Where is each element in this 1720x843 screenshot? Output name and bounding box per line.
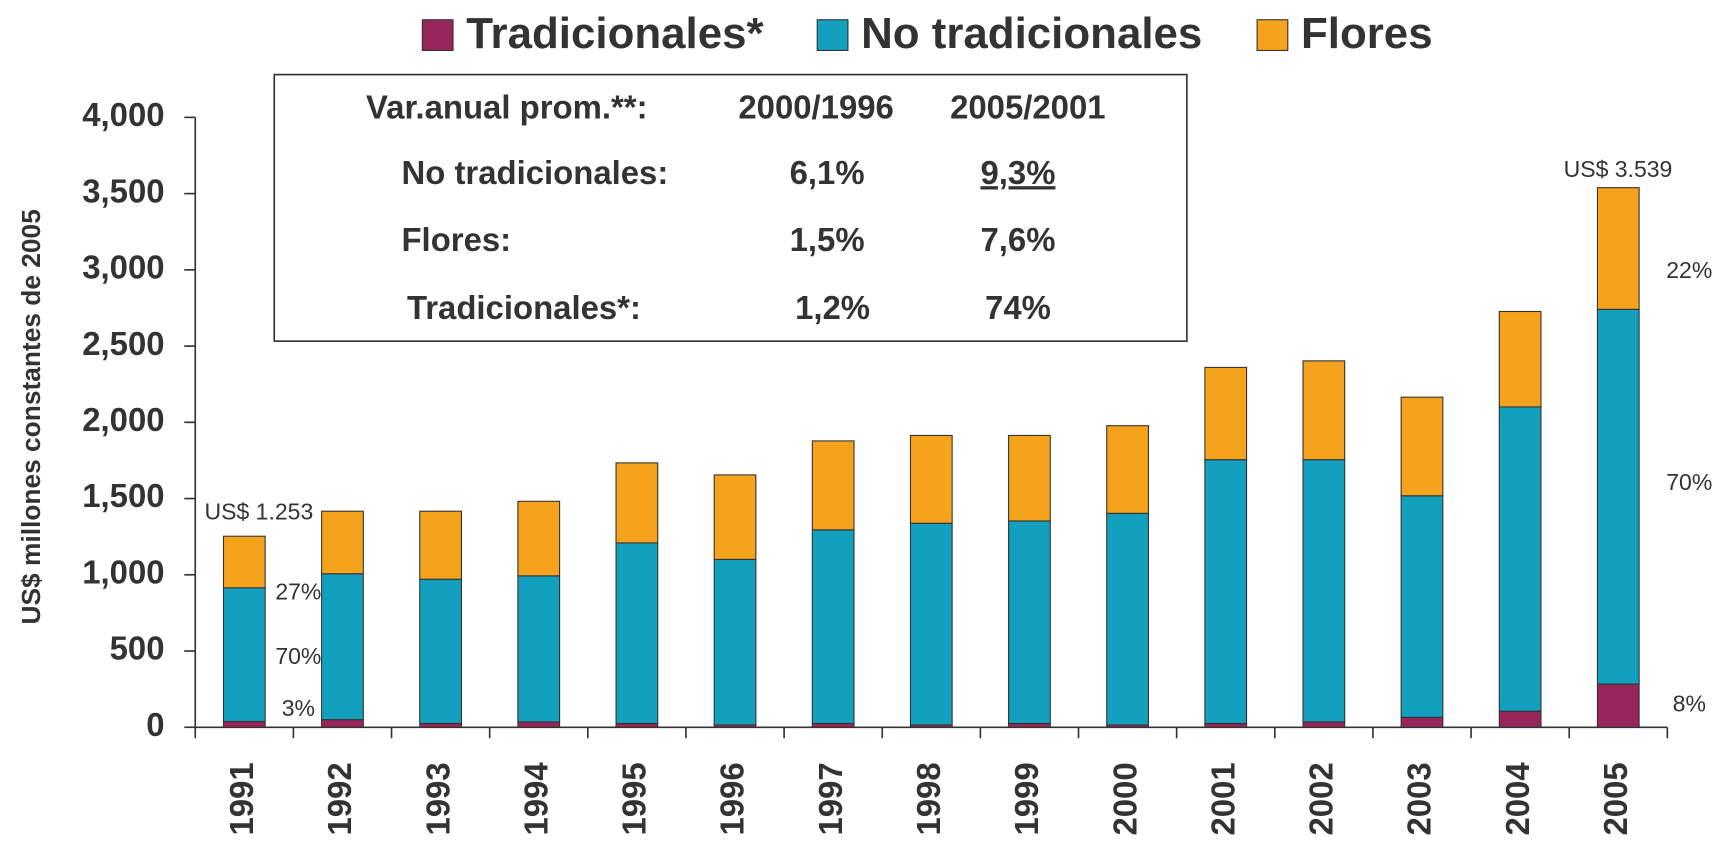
bar-segment: [1498, 406, 1542, 712]
bar-segment: [1106, 512, 1149, 726]
bar-segment: [811, 529, 855, 725]
bar-segment: [517, 575, 561, 723]
bar-segment: [517, 721, 561, 728]
bar-segment: [909, 434, 953, 524]
bar-segment: [713, 474, 757, 560]
table-cell: 1,5%: [790, 221, 865, 258]
bar-segment: [321, 573, 364, 721]
bar-segment: [1008, 434, 1051, 522]
annotation: 70%: [1666, 469, 1712, 495]
table-cell: 6,1%: [790, 154, 865, 191]
bar-segment: [419, 578, 462, 725]
x-tick-label: 1994: [517, 762, 554, 836]
bar-segment: [321, 719, 364, 728]
bar-segment: [615, 722, 659, 728]
bar-segment: [222, 587, 266, 723]
bar-segment: [811, 440, 855, 531]
bar-segment: [517, 500, 561, 577]
y-tick-label: 0: [146, 706, 164, 743]
bar-segment: [321, 510, 364, 575]
x-tick-label: 1991: [223, 762, 260, 835]
legend-swatch: [421, 19, 454, 52]
bar-segment: [713, 558, 757, 726]
bar-segment: [1302, 459, 1346, 723]
bar-segment: [1498, 710, 1542, 728]
bar-segment: [615, 542, 659, 725]
annotation: 70%: [275, 643, 321, 669]
x-tick-label: 1992: [321, 762, 358, 835]
table-cell: 74%: [985, 289, 1051, 326]
legend-swatch: [816, 19, 849, 52]
bar-segment: [222, 535, 266, 589]
bar-segment: [615, 462, 659, 544]
bar-segment: [419, 722, 462, 728]
bar-segment: [1596, 683, 1640, 728]
bar-segment: [1302, 721, 1346, 728]
table-row-label: No tradicionales:: [401, 154, 668, 191]
legend-label: Tradicionales*: [466, 9, 764, 58]
table-cell: 9,3%: [980, 154, 1055, 191]
bar-segment: [1400, 495, 1444, 718]
legend-label: No tradicionales: [861, 9, 1202, 58]
annotation: 3%: [282, 695, 315, 721]
annotation: 27%: [275, 579, 321, 605]
x-tick-label: 2002: [1303, 762, 1340, 835]
bar-segment: [1204, 459, 1248, 725]
bar-segment: [1400, 716, 1444, 728]
x-tick-label: 1998: [910, 762, 947, 835]
x-tick-label: 2001: [1204, 762, 1241, 835]
bar-segment: [1302, 360, 1346, 461]
bar-segment: [1596, 187, 1640, 310]
annotation: 8%: [1673, 690, 1706, 716]
table-header: 2005/2001: [950, 88, 1105, 125]
bar-segment: [909, 522, 953, 726]
x-tick-label: 1999: [1008, 762, 1045, 835]
table-row-label: Tradicionales*:: [407, 289, 641, 326]
x-tick-label: 2000: [1106, 762, 1143, 835]
table-cell: 7,6%: [980, 221, 1055, 258]
bar-segment: [811, 722, 855, 728]
y-tick-label: 3,000: [82, 249, 164, 286]
bar-segment: [1400, 396, 1444, 497]
table-header: Var.anual prom.**:: [366, 88, 647, 125]
bar-segment: [1008, 722, 1051, 728]
annotation: US$ 3.539: [1564, 156, 1673, 182]
y-tick-label: 3,500: [82, 172, 164, 209]
legend-label: Flores: [1301, 9, 1433, 58]
x-tick-label: 2003: [1401, 762, 1438, 835]
bar-segment: [1106, 425, 1149, 514]
bar-segment: [1498, 310, 1542, 408]
inset-table-box: [273, 73, 1188, 342]
bar-segment: [222, 720, 266, 728]
table-row-label: Flores:: [401, 221, 511, 258]
x-tick-label: 2005: [1597, 762, 1634, 835]
table-cell: 1,2%: [795, 289, 870, 326]
x-tick-label: 1995: [616, 762, 653, 835]
bar-segment: [1008, 520, 1051, 725]
legend-swatch: [1256, 19, 1289, 52]
bar-segment: [1596, 308, 1640, 685]
x-tick-label: 1996: [714, 762, 751, 835]
y-tick-label: 1,000: [82, 553, 164, 590]
y-tick-label: 4,000: [82, 96, 164, 133]
y-axis-label: US$ millones constantes de 2005: [16, 209, 46, 624]
bar-segment: [1204, 722, 1248, 728]
annotation: 22%: [1666, 257, 1712, 283]
annotation: US$ 1.253: [204, 498, 313, 524]
y-tick-label: 500: [110, 630, 165, 667]
table-header: 2000/1996: [738, 88, 893, 125]
bar-segment: [419, 510, 462, 580]
x-tick-label: 1997: [812, 762, 849, 835]
x-tick-label: 1993: [419, 762, 456, 835]
y-tick-label: 1,500: [82, 477, 164, 514]
y-tick-label: 2,500: [82, 325, 164, 362]
bar-segment: [1204, 366, 1248, 461]
x-tick-label: 2004: [1499, 762, 1536, 836]
y-tick-label: 2,000: [82, 401, 164, 438]
